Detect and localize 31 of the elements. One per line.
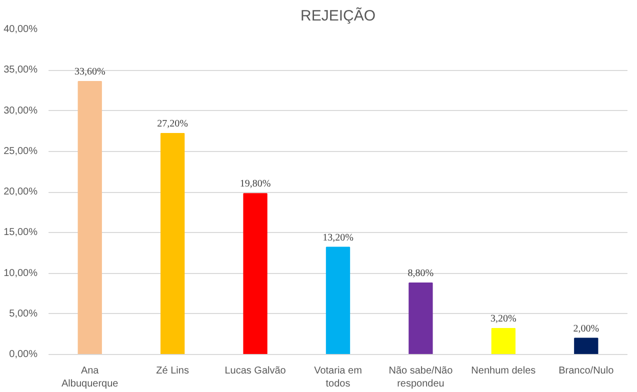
y-tick-label: 10,00% bbox=[4, 268, 38, 279]
x-tick-label: Branco/Nulo bbox=[558, 366, 614, 376]
y-tick-label: 35,00% bbox=[4, 64, 38, 76]
y-tick-label: 40,00% bbox=[4, 24, 38, 35]
bar bbox=[78, 81, 102, 354]
data-label: 33,60% bbox=[74, 66, 106, 78]
x-tick-label: Zé Lins bbox=[156, 366, 189, 376]
x-tick-label: Lucas Galvão bbox=[224, 366, 286, 376]
y-tick-label: 20,00% bbox=[4, 186, 38, 198]
x-tick-label: Votaria em todos bbox=[314, 366, 362, 390]
x-tick-label: Nenhum deles bbox=[471, 366, 536, 376]
bar bbox=[326, 246, 350, 354]
data-label: 27,20% bbox=[157, 118, 188, 130]
x-tick-label: Não sabe/Não respondeu bbox=[388, 366, 454, 390]
y-tick-label: 15,00% bbox=[4, 227, 38, 238]
bar bbox=[491, 328, 516, 354]
y-tick-label: 25,00% bbox=[4, 146, 38, 157]
data-label: 13,20% bbox=[322, 232, 354, 244]
chart-title: REJEIÇÃO bbox=[300, 6, 376, 24]
bar bbox=[160, 133, 185, 354]
y-tick-label: 5,00% bbox=[9, 308, 38, 320]
data-label: 2,00% bbox=[573, 323, 600, 334]
bar bbox=[243, 193, 268, 354]
y-tick-label: 0,00% bbox=[9, 349, 38, 360]
data-label: 8,80% bbox=[408, 268, 434, 279]
bar bbox=[408, 282, 433, 354]
y-tick-label: 30,00% bbox=[4, 105, 38, 116]
data-label: 19,80% bbox=[240, 178, 271, 190]
bar bbox=[574, 338, 598, 354]
x-tick-label: Ana Albuquerque bbox=[62, 366, 119, 390]
data-label: 3,20% bbox=[490, 314, 516, 324]
